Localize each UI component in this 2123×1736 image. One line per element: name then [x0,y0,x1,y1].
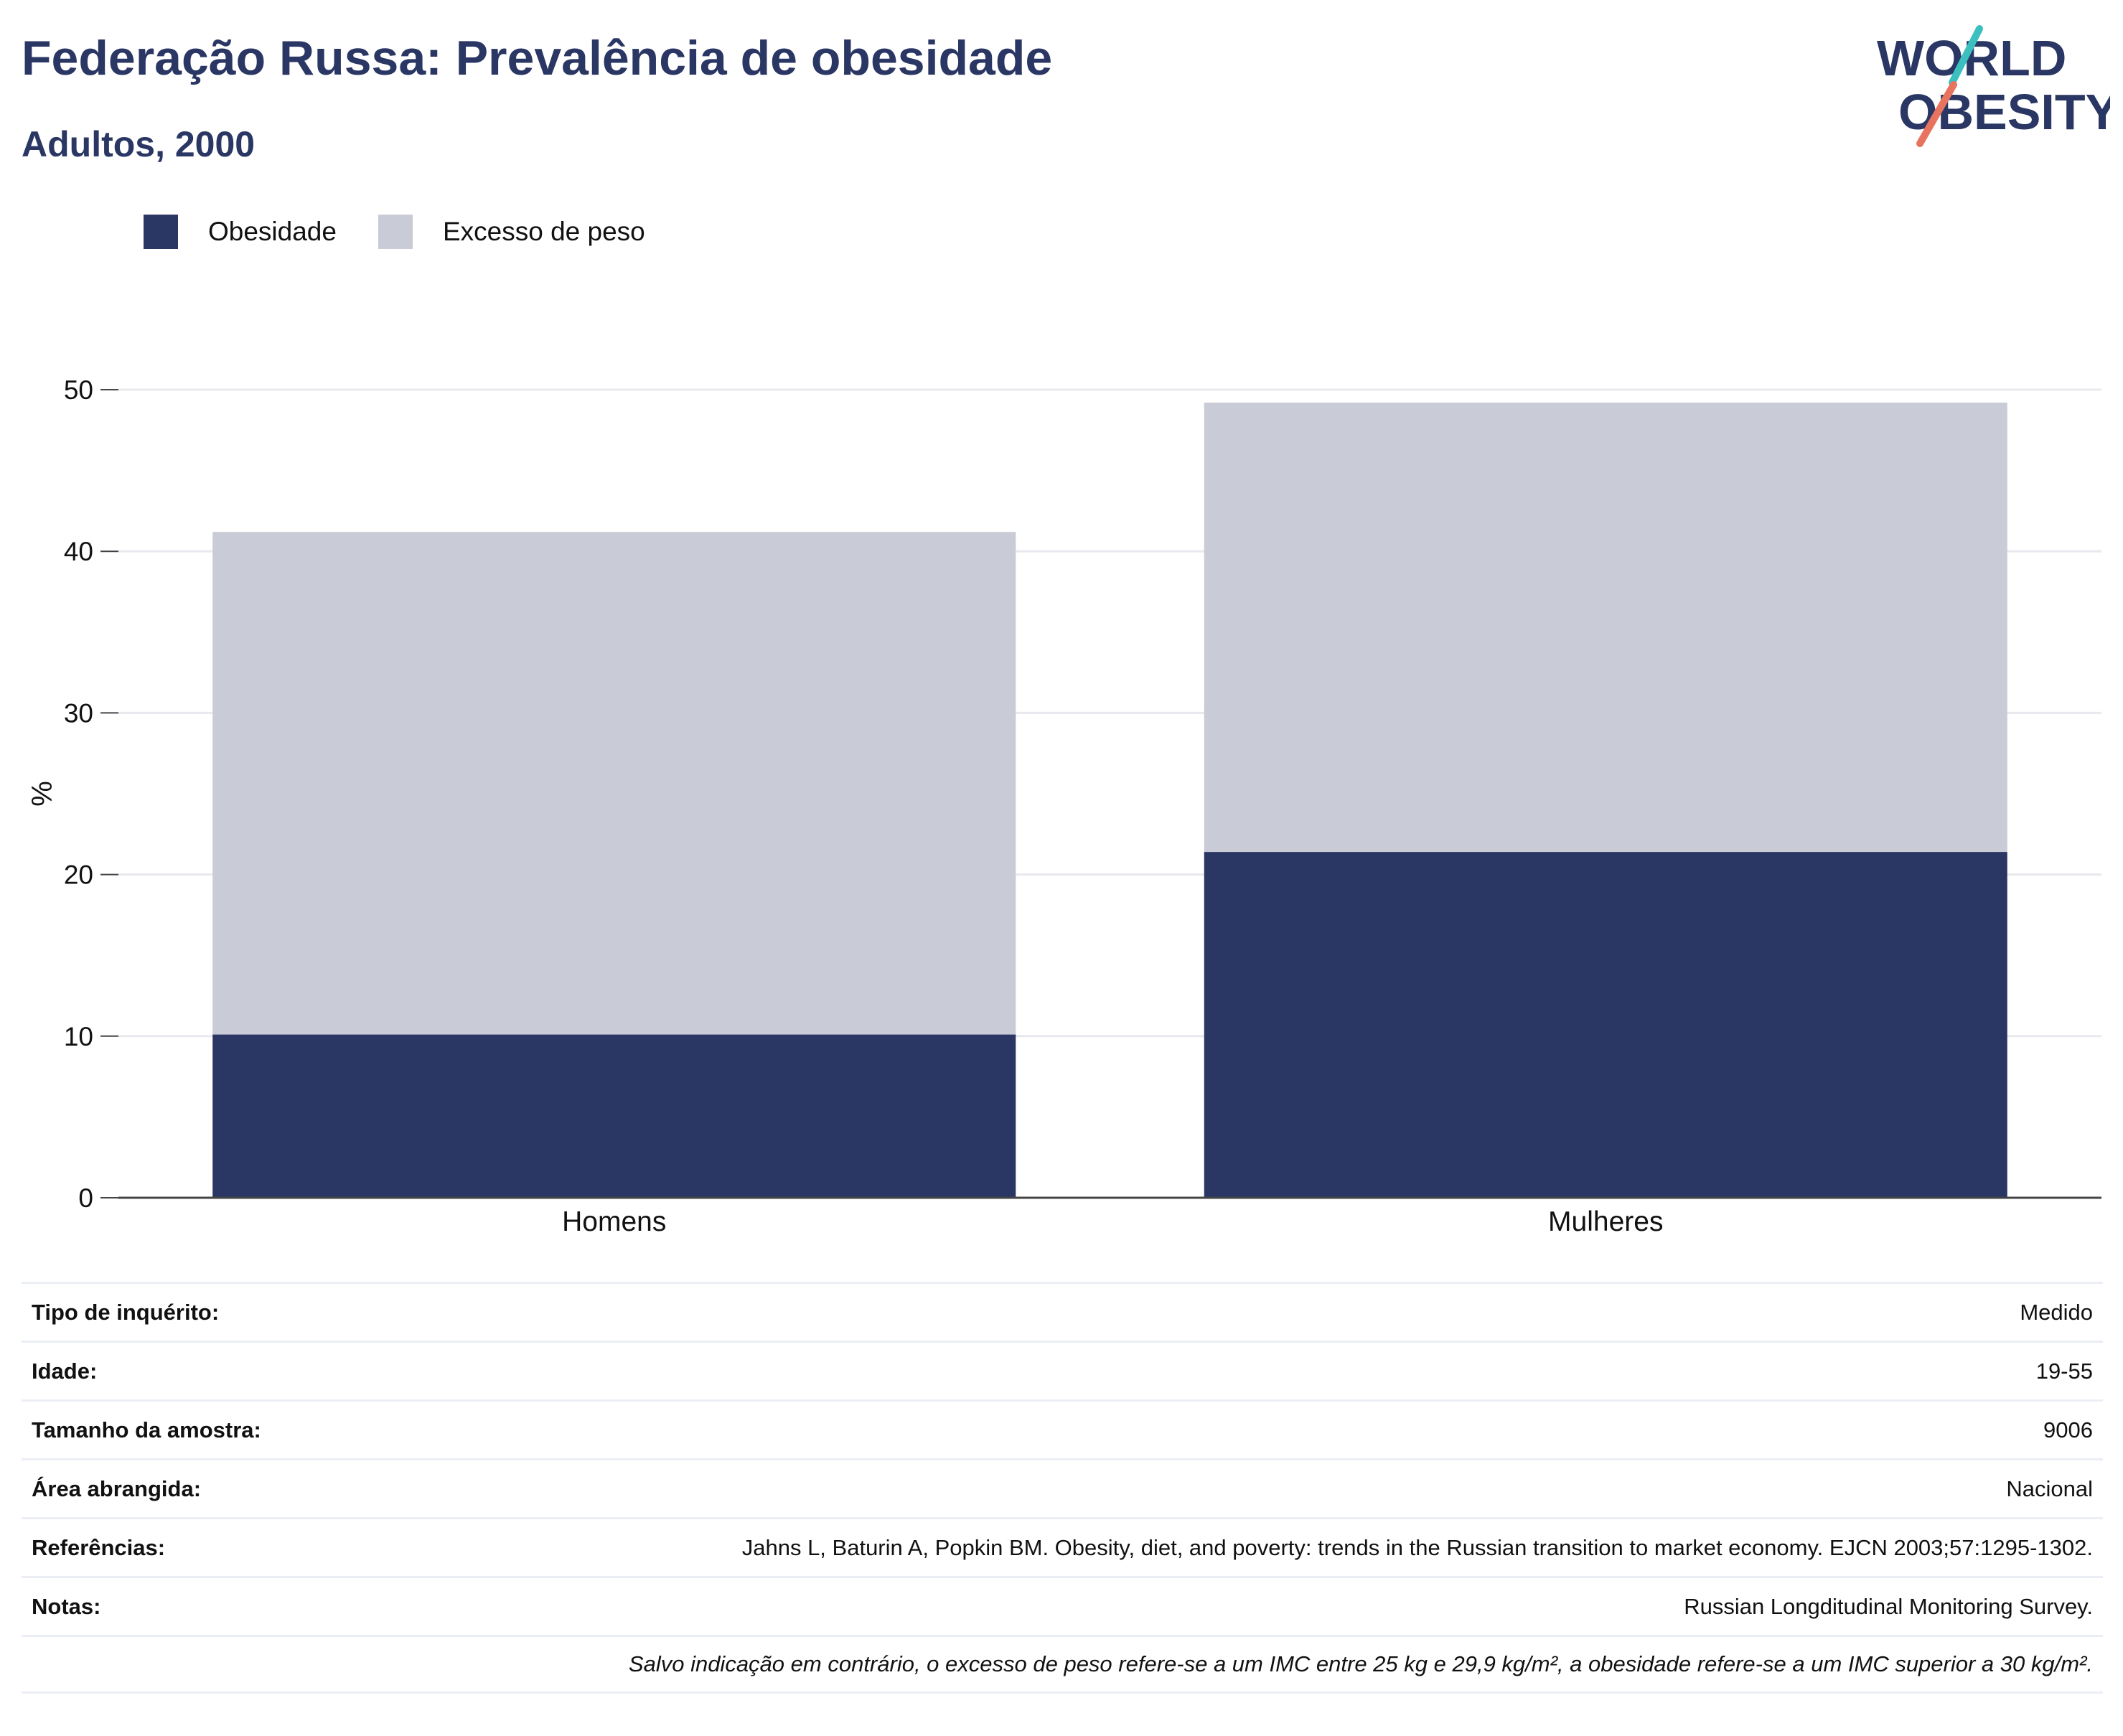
legend-swatch-overweight [378,215,413,249]
x-tick-label: Mulheres [1548,1206,1663,1237]
bar-obesity-mulheres [1204,852,2007,1198]
x-tick-label: Homens [562,1206,666,1237]
legend-label-obesity: Obesidade [208,217,337,246]
y-tick-label: 10 [64,1022,93,1051]
info-value: Jahns L, Baturin A, Popkin BM. Obesity, … [741,1534,2093,1560]
legend-label-overweight: Excesso de peso [442,217,645,246]
info-footnote-row: Salvo indicação em contrário, o excesso … [22,1635,2103,1694]
info-label: Tamanho da amostra: [32,1417,261,1442]
legend-item-obesity[interactable]: Obesidade [144,215,337,249]
logo-text-obesity: OBESITY [1898,84,2110,140]
y-tick-label: 0 [78,1183,93,1213]
logo-slash-teal [1949,25,1983,86]
info-row-survey-type: Tipo de inquérito: Medido [22,1282,2103,1341]
logo-slash-coral [1916,81,1957,147]
bar-chart: 0 10 20 30 40 50% Homens Mulheres [27,375,2101,1237]
y-tick-label: 30 [64,698,93,728]
info-value: 9006 [2043,1417,2093,1442]
info-label: Área abrangida: [32,1475,202,1501]
bar-overweight-homens [212,532,1016,1035]
bar-obesity-homens [212,1034,1016,1198]
info-row-area: Área abrangida: Nacional [22,1458,2103,1517]
info-row-sample-size: Tamanho da amostra: 9006 [22,1399,2103,1458]
legend-swatch-obesity [144,215,178,249]
info-row-age: Idade: 19-55 [22,1341,2103,1399]
y-tick-label: 20 [64,860,93,890]
info-value: 19-55 [2035,1358,2093,1384]
world-obesity-logo: WORLD OBESITY [1877,25,2110,147]
info-label: Referências: [32,1534,166,1560]
info-row-references: Referências: Jahns L, Baturin A, Popkin … [22,1517,2103,1576]
chart-title: Federação Russa: Prevalência de obesidad… [22,31,1053,85]
y-axis-label: % [27,781,58,807]
legend-item-overweight[interactable]: Excesso de peso [378,215,645,249]
info-row-notes: Notas: Russian Longditudinal Monitoring … [22,1576,2103,1635]
y-tick-label: 40 [64,537,93,566]
y-tick-label: 50 [64,375,93,405]
info-value: Medido [2020,1299,2093,1325]
chart-subtitle: Adultos, 2000 [22,124,256,164]
chart-legend: Obesidade Excesso de peso [144,214,687,250]
info-footnote: Salvo indicação em contrário, o excesso … [628,1651,2093,1676]
survey-info-table: Tipo de inquérito: Medido Idade: 19-55 T… [22,1282,2103,1694]
info-label: Tipo de inquérito: [32,1299,220,1325]
info-value: Russian Longditudinal Monitoring Survey. [1684,1593,2093,1619]
info-value: Nacional [2006,1475,2093,1501]
info-label: Idade: [32,1358,98,1384]
bar-overweight-mulheres [1204,403,2007,853]
info-label: Notas: [32,1593,101,1619]
